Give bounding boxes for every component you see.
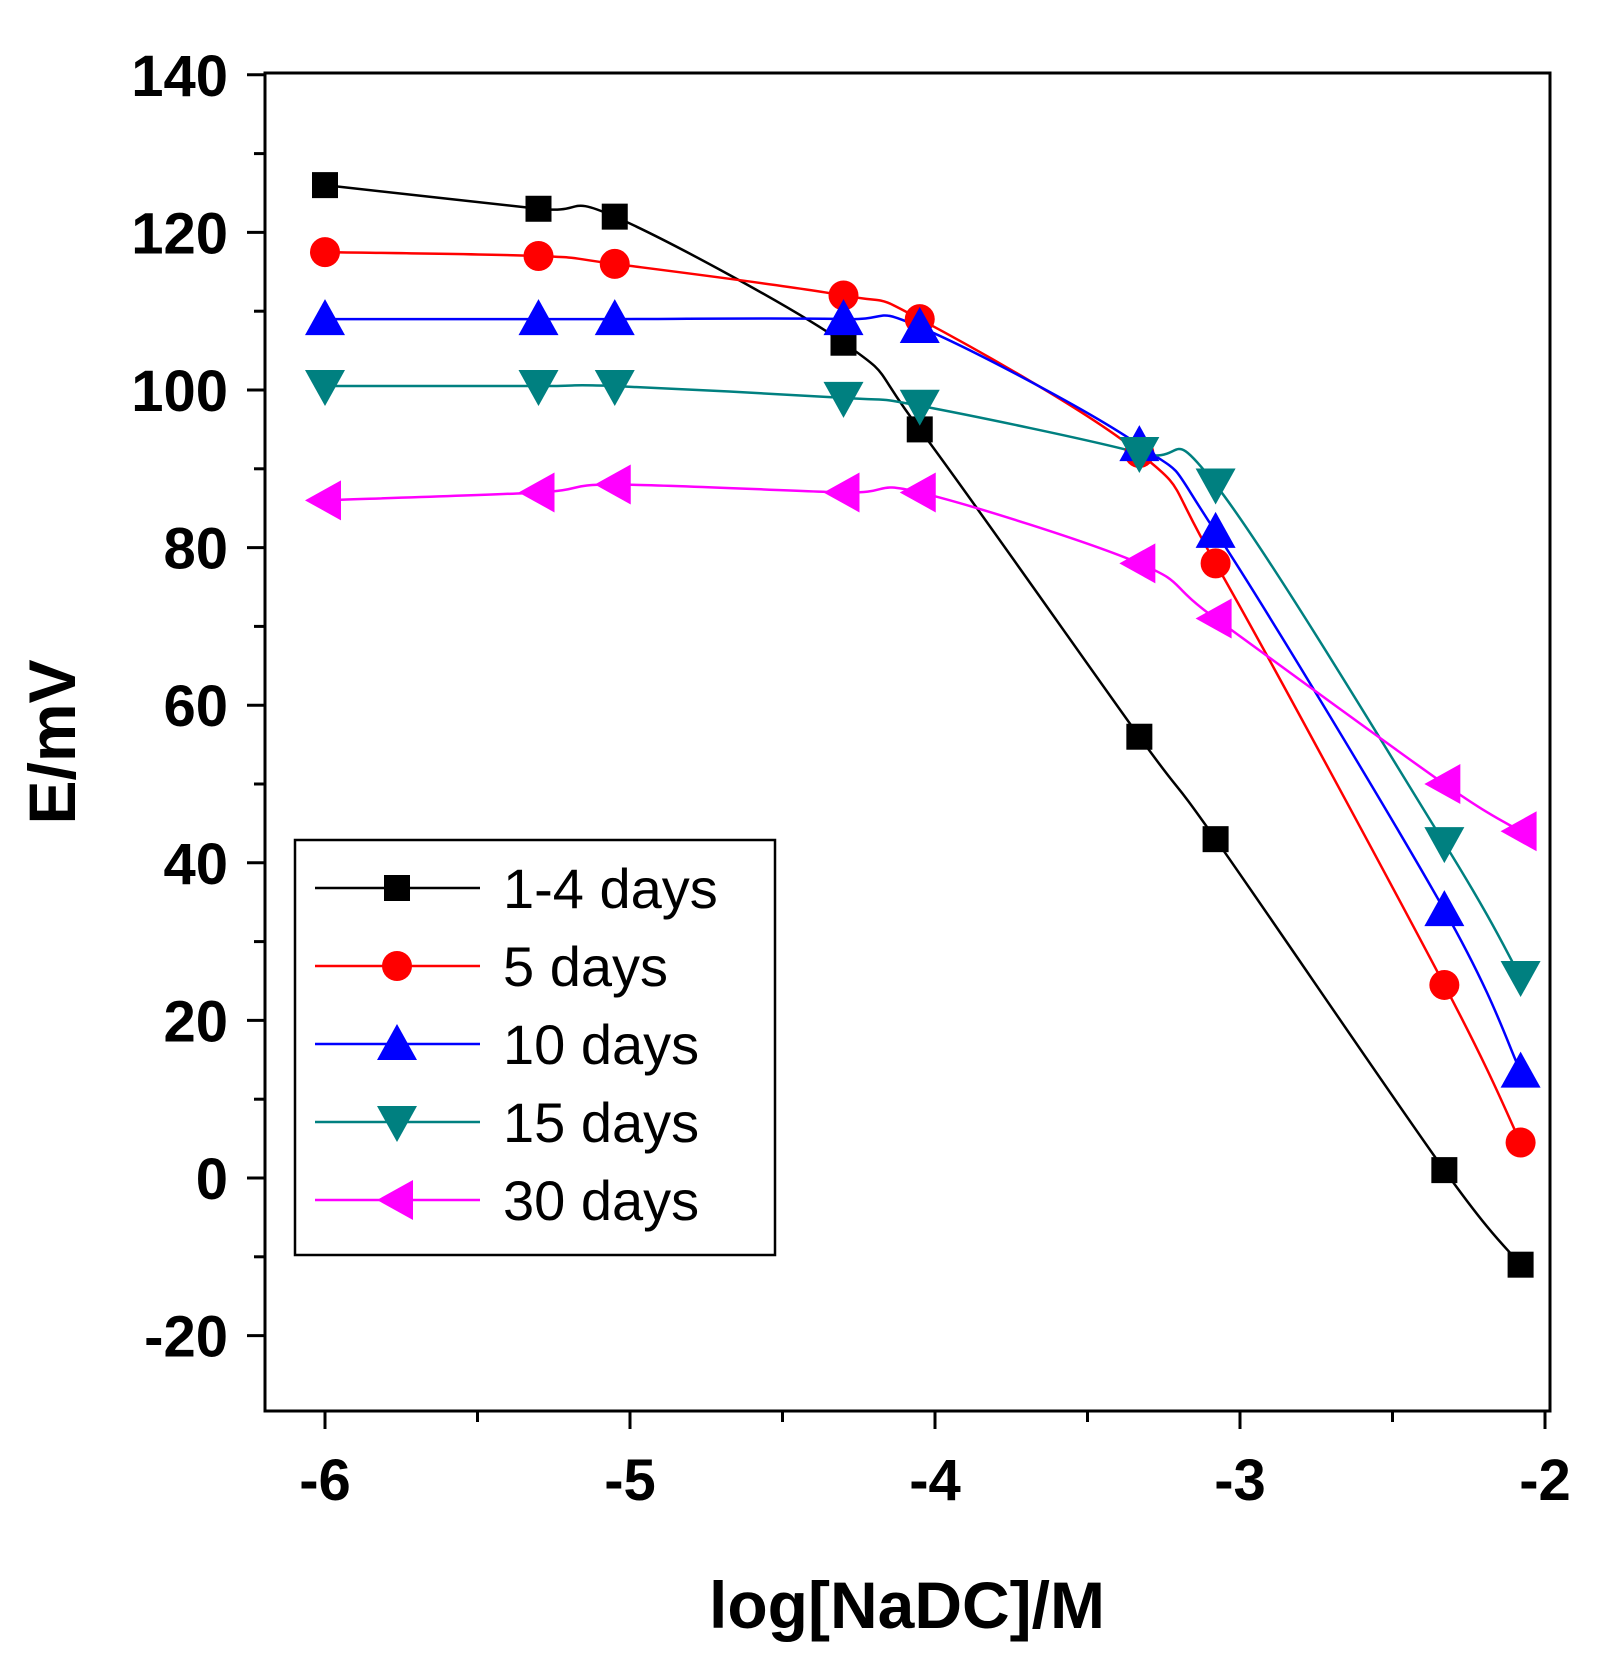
data-point-series-3	[594, 299, 635, 336]
data-point-series-3	[1500, 1051, 1541, 1088]
axis-ticks	[247, 73, 1547, 1429]
legend: 1-4 days 5 days 10 days 15 days 30 days	[293, 838, 777, 1257]
series-curves	[324, 183, 1522, 1266]
data-point-series-4	[1500, 961, 1541, 998]
data-point-series-1	[312, 172, 338, 199]
legend-marker	[377, 1106, 417, 1142]
legend-marker	[377, 1024, 417, 1060]
legend-label: 10 days	[503, 1013, 699, 1076]
legend-label: 30 days	[503, 1169, 699, 1232]
legend-marker	[384, 875, 410, 901]
data-point-series-1	[1202, 826, 1229, 853]
legend-label: 1-4 days	[503, 857, 718, 920]
data-point-series-4	[305, 370, 345, 407]
data-point-series-3	[899, 306, 940, 343]
data-point-series-4	[1119, 437, 1160, 474]
series-line-2	[324, 250, 1522, 1144]
data-point-series-5	[1424, 764, 1461, 804]
series-line-4	[325, 383, 1522, 978]
data-point-series-1	[1126, 723, 1153, 750]
x-tick-label: -2	[1519, 1448, 1571, 1513]
y-tick-label: -20	[144, 1305, 228, 1370]
data-point-series-4	[518, 370, 559, 407]
data-point-series-4	[899, 389, 940, 426]
x-axis-label: log[NaDC]/M	[709, 1568, 1105, 1642]
data-point-series-5	[1500, 811, 1537, 852]
y-tick-label: 80	[163, 517, 228, 582]
data-point-series-4	[594, 370, 635, 407]
y-tick-label: 140	[131, 44, 228, 109]
data-point-series-5	[518, 472, 555, 513]
data-point-series-1	[1507, 1251, 1534, 1278]
series-line-1	[324, 183, 1522, 1266]
data-point-series-2	[1429, 969, 1460, 1000]
series-line-5	[324, 483, 1522, 833]
y-tick-labels: -20 0 20 40 60 80 100 120 140	[131, 44, 228, 1370]
data-point-series-5	[899, 472, 936, 513]
data-point-series-2	[523, 241, 554, 272]
y-axis-label: E/mV	[15, 659, 89, 824]
data-point-series-4	[1195, 468, 1236, 505]
data-point-series-1	[1431, 1157, 1458, 1184]
y-tick-label: 100	[131, 359, 228, 424]
data-point-series-5	[1195, 598, 1232, 639]
data-point-series-3	[518, 299, 559, 336]
legend-label: 5 days	[503, 935, 668, 998]
legend-label: 15 days	[503, 1091, 699, 1154]
data-point-series-2	[1200, 548, 1231, 579]
data-point-series-5	[594, 464, 631, 505]
data-point-series-2	[1505, 1127, 1536, 1158]
data-point-series-1	[601, 203, 628, 230]
series-line-3	[324, 314, 1522, 1073]
legend-marker	[377, 1180, 413, 1220]
y-tick-label: 120	[131, 201, 228, 266]
x-tick-label: -6	[299, 1448, 351, 1513]
data-point-series-3	[1424, 890, 1465, 927]
x-tick-label: -3	[1214, 1448, 1266, 1513]
y-tick-label: 20	[163, 989, 228, 1054]
data-point-series-2	[599, 248, 630, 279]
x-tick-label: -5	[604, 1448, 656, 1513]
data-point-series-4	[823, 381, 864, 418]
data-point-series-2	[310, 237, 340, 268]
y-tick-label: 60	[163, 674, 228, 739]
data-point-series-4	[1424, 827, 1465, 864]
legend-box	[293, 838, 777, 1257]
x-tick-label: -4	[909, 1448, 961, 1513]
data-point-series-3	[1195, 511, 1236, 548]
data-point-series-1	[525, 195, 552, 222]
data-point-series-3	[823, 299, 864, 336]
data-point-series-2	[828, 280, 859, 311]
data-point-series-5	[1119, 543, 1156, 584]
y-tick-label: 0	[196, 1147, 228, 1212]
y-tick-label: 40	[163, 832, 228, 897]
x-tick-labels: -6 -5 -4 -3 -2	[299, 1448, 1571, 1513]
plot-frame	[263, 71, 1552, 1413]
legend-marker	[382, 951, 412, 981]
data-point-series-5	[823, 472, 860, 513]
data-point-series-5	[305, 480, 341, 521]
series-markers	[305, 172, 1541, 1278]
data-point-series-3	[305, 299, 345, 336]
